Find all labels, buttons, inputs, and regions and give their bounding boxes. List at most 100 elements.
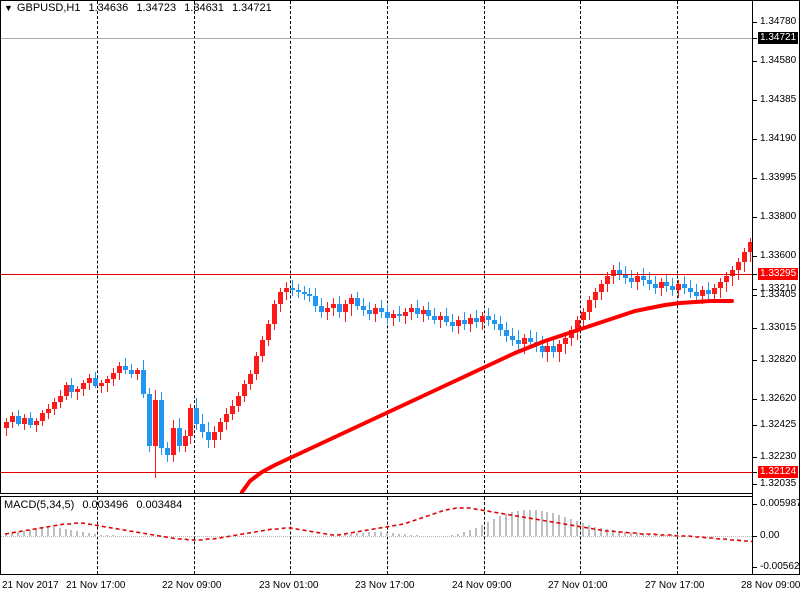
price-plot-area[interactable] [1,1,752,493]
candle-wick [101,380,103,393]
candle-body [337,304,343,312]
candle-body [735,262,741,270]
axis-tick [753,536,757,537]
candle-body [491,320,497,324]
candle-body [474,318,480,322]
candle-body [271,304,277,324]
candle-body [402,312,408,316]
price-level-line[interactable] [1,274,752,275]
price-level-line[interactable] [1,472,752,473]
candle-body [343,304,349,312]
candle-body [152,400,158,446]
candle-body [45,409,51,413]
candle-body [236,396,242,406]
candle-body [212,432,218,440]
ohlc-low: 1.34631 [184,2,224,14]
ohlc-close: 1.34721 [231,2,272,14]
candle-wick [136,368,138,380]
macd-histogram-bar [641,534,644,536]
candle-body [658,282,664,288]
axis-tick [753,100,757,101]
macd-histogram-bar [356,533,359,536]
candle-body [361,306,366,310]
candle-wick [565,334,567,354]
macd-histogram-bar [52,527,55,536]
candle-body [372,308,378,314]
candle-body [599,284,604,292]
candle-body [408,308,414,312]
candle-body [15,416,21,424]
macd-histogram-bar [16,532,19,536]
candle-body [587,300,593,312]
vertical-gridline [97,497,98,574]
collapse-caret-icon[interactable]: ▼ [4,2,13,13]
macd-histogram-bar [34,529,37,536]
candle-body [140,370,146,394]
axis-tick [753,38,757,39]
candle-body [450,322,456,326]
candle-body [325,308,331,312]
macd-histogram-bar [623,532,626,536]
macd-histogram-bar [647,534,650,536]
candle-body [610,270,616,276]
price-axis-label: 1.33800 [760,211,797,222]
price-axis-label: 1.32035 [760,478,797,489]
macd-histogram-bar [469,530,472,536]
macd-histogram-bar [504,514,507,536]
macd-histogram-bar [106,535,109,536]
symbol-label: GBPUSD,H1 [16,2,81,14]
axis-tick [753,425,757,426]
candle-body [170,428,176,455]
candle-body [182,436,188,446]
price-axis-label: 1.33210 [760,283,797,294]
macd-histogram-bar [409,535,412,536]
vertical-gridline [580,1,581,493]
candle-body [366,310,372,314]
candle-body [283,288,289,292]
price-axis[interactable]: 1.34780 1.34721 1.34580 1.34385 1.34190 1.339… [753,0,800,575]
candle-body [628,278,634,282]
candle-body [242,384,247,396]
axis-tick [753,256,757,257]
candle-wick [351,294,353,316]
candle-wick [547,342,549,362]
ohlc-values: 1.34636 1.34723 1.34631 1.34721 [89,2,277,14]
macd-histogram-bar [22,531,25,536]
price-level-label[interactable]: 1.32124 [758,466,799,478]
candle-body [390,314,396,318]
axis-tick [753,399,757,400]
current-price-label[interactable]: 1.34721 [758,32,799,44]
candle-body [265,324,271,340]
macd-axis-label: -0.005629 [760,561,800,572]
candle-body [706,290,712,294]
macd-histogram-bar [605,529,608,536]
candle-body [355,298,361,306]
axis-tick [753,178,757,179]
macd-histogram-bar [451,535,454,536]
candle-body [123,366,128,370]
axis-tick [753,567,757,568]
macd-histogram-bar [112,535,115,536]
price-level-label[interactable]: 1.33295 [758,268,799,280]
candle-body [670,286,676,290]
macd-plot-area[interactable] [1,497,752,574]
candle-body [277,292,283,304]
macd-indicator-label: MACD(5,34,5) 0.003496 0.003484 [4,499,187,511]
moving-average-line [240,299,734,493]
macd-histogram-bar [5,534,7,536]
macd-histogram-bar [344,534,347,536]
macd-name: MACD(5,34,5) [4,499,75,511]
candle-body [27,418,33,425]
macd-histogram-bar [516,511,519,536]
candle-body [729,270,735,276]
candle-wick [392,310,394,326]
ohlc-open: 1.34636 [88,2,129,14]
macd-histogram-bar [28,530,31,536]
candle-wick [725,272,727,292]
time-axis-label: 27 Nov 01:00 [548,580,608,591]
vertical-gridline [677,1,678,493]
time-axis: 21 Nov 2017 21 Nov 17:00 22 Nov 09:00 23 No… [0,576,800,600]
candle-body [676,284,682,290]
vertical-gridline [194,497,195,574]
candle-body [509,336,515,340]
